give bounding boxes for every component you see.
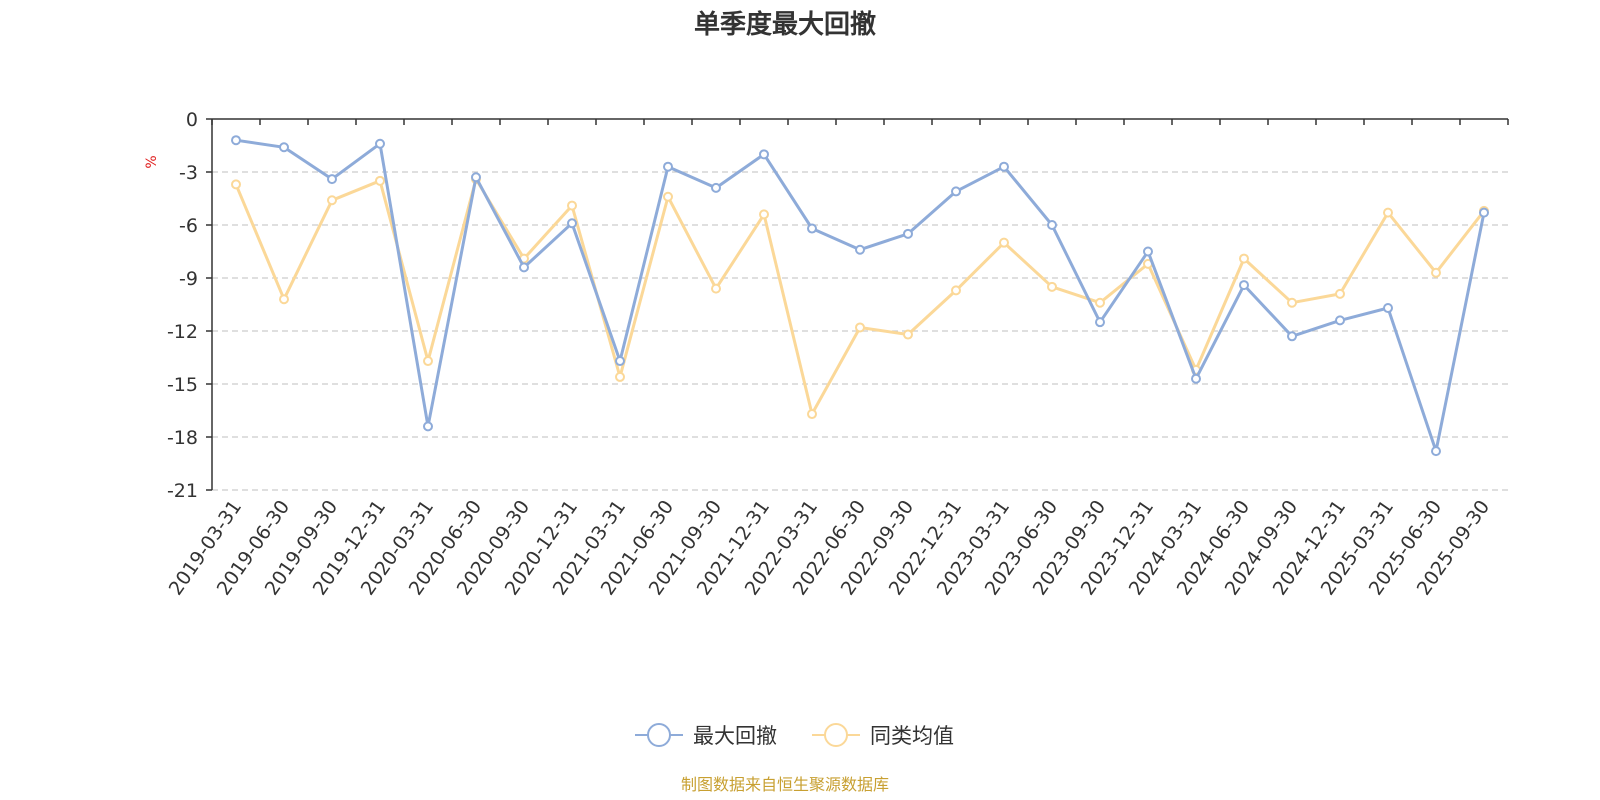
y-tick-label: -18	[167, 427, 198, 449]
data-point[interactable]	[615, 356, 625, 367]
series-0	[231, 135, 1489, 457]
data-point[interactable]	[1383, 207, 1393, 218]
data-point[interactable]	[1047, 281, 1057, 292]
data-point[interactable]	[423, 421, 433, 432]
data-point[interactable]	[1095, 317, 1105, 328]
data-point[interactable]	[807, 223, 817, 234]
data-point[interactable]	[951, 186, 961, 197]
data-point[interactable]	[1287, 297, 1297, 308]
data-point[interactable]	[951, 285, 961, 296]
data-point[interactable]	[1335, 288, 1345, 299]
x-axis-ticks: 2019-03-312019-06-302019-09-302019-12-31…	[165, 119, 1509, 599]
legend-item-1[interactable]: 同类均值	[812, 723, 954, 748]
y-tick-label: -12	[167, 321, 198, 343]
data-point[interactable]	[903, 228, 913, 239]
data-point[interactable]	[375, 138, 385, 149]
data-point[interactable]	[279, 142, 289, 153]
data-point[interactable]	[1239, 280, 1249, 291]
legend-label: 同类均值	[870, 724, 954, 748]
data-point[interactable]	[759, 149, 769, 160]
series-lines	[231, 135, 1489, 457]
y-tick-label: -15	[167, 374, 198, 396]
data-point[interactable]	[711, 283, 721, 294]
y-tick-label: -3	[179, 162, 198, 184]
data-point[interactable]	[903, 329, 913, 340]
data-point[interactable]	[1431, 267, 1441, 278]
data-point[interactable]	[327, 174, 337, 185]
data-point[interactable]	[1095, 297, 1105, 308]
data-point[interactable]	[999, 161, 1009, 172]
series-line	[234, 177, 1486, 416]
legend-marker-icon	[647, 723, 671, 747]
data-point[interactable]	[1479, 207, 1489, 218]
data-point[interactable]	[1047, 220, 1057, 230]
data-point[interactable]	[279, 294, 289, 305]
data-point[interactable]	[663, 191, 673, 202]
y-axis-ticks: 0 -3 -6 -9 -12 -15 -18 -21	[167, 109, 212, 502]
legend-marker-icon	[824, 723, 848, 747]
chart-title: 单季度最大回撤	[694, 9, 876, 40]
data-point[interactable]	[999, 237, 1009, 248]
axes	[211, 118, 1508, 490]
data-point[interactable]	[231, 135, 241, 146]
data-point[interactable]	[663, 161, 673, 172]
data-point[interactable]	[231, 179, 241, 190]
data-point[interactable]	[1431, 446, 1441, 457]
data-point[interactable]	[327, 195, 337, 206]
data-point[interactable]	[1239, 253, 1249, 264]
y-axis-unit-label: %	[144, 155, 160, 168]
data-point[interactable]	[567, 200, 577, 211]
data-point[interactable]	[1287, 331, 1297, 342]
data-point[interactable]	[855, 322, 865, 333]
y-tick-label: -9	[179, 268, 198, 290]
source-note: 制图数据来自恒生聚源数据库	[681, 775, 889, 794]
data-point[interactable]	[807, 409, 817, 420]
data-point[interactable]	[759, 209, 769, 220]
data-point[interactable]	[423, 356, 433, 367]
data-point[interactable]	[615, 371, 625, 382]
data-point[interactable]	[711, 182, 721, 193]
data-point[interactable]	[375, 175, 385, 186]
legend-item-0[interactable]: 最大回撤	[635, 723, 777, 748]
data-point[interactable]	[1335, 315, 1345, 326]
data-point[interactable]	[1191, 373, 1201, 384]
data-point[interactable]	[1143, 246, 1153, 257]
data-point[interactable]	[519, 262, 529, 273]
data-point[interactable]	[855, 244, 865, 255]
data-point[interactable]	[471, 172, 481, 183]
y-tick-label: -6	[179, 215, 198, 237]
grid-lines	[212, 171, 1508, 491]
legend-label: 最大回撤	[693, 724, 777, 748]
y-tick-label: -21	[167, 480, 198, 502]
data-point[interactable]	[1383, 303, 1393, 314]
data-point[interactable]	[567, 218, 577, 229]
legend: 最大回撤 同类均值	[635, 723, 954, 748]
y-tick-label: 0	[186, 109, 198, 131]
series-line	[235, 138, 1486, 453]
